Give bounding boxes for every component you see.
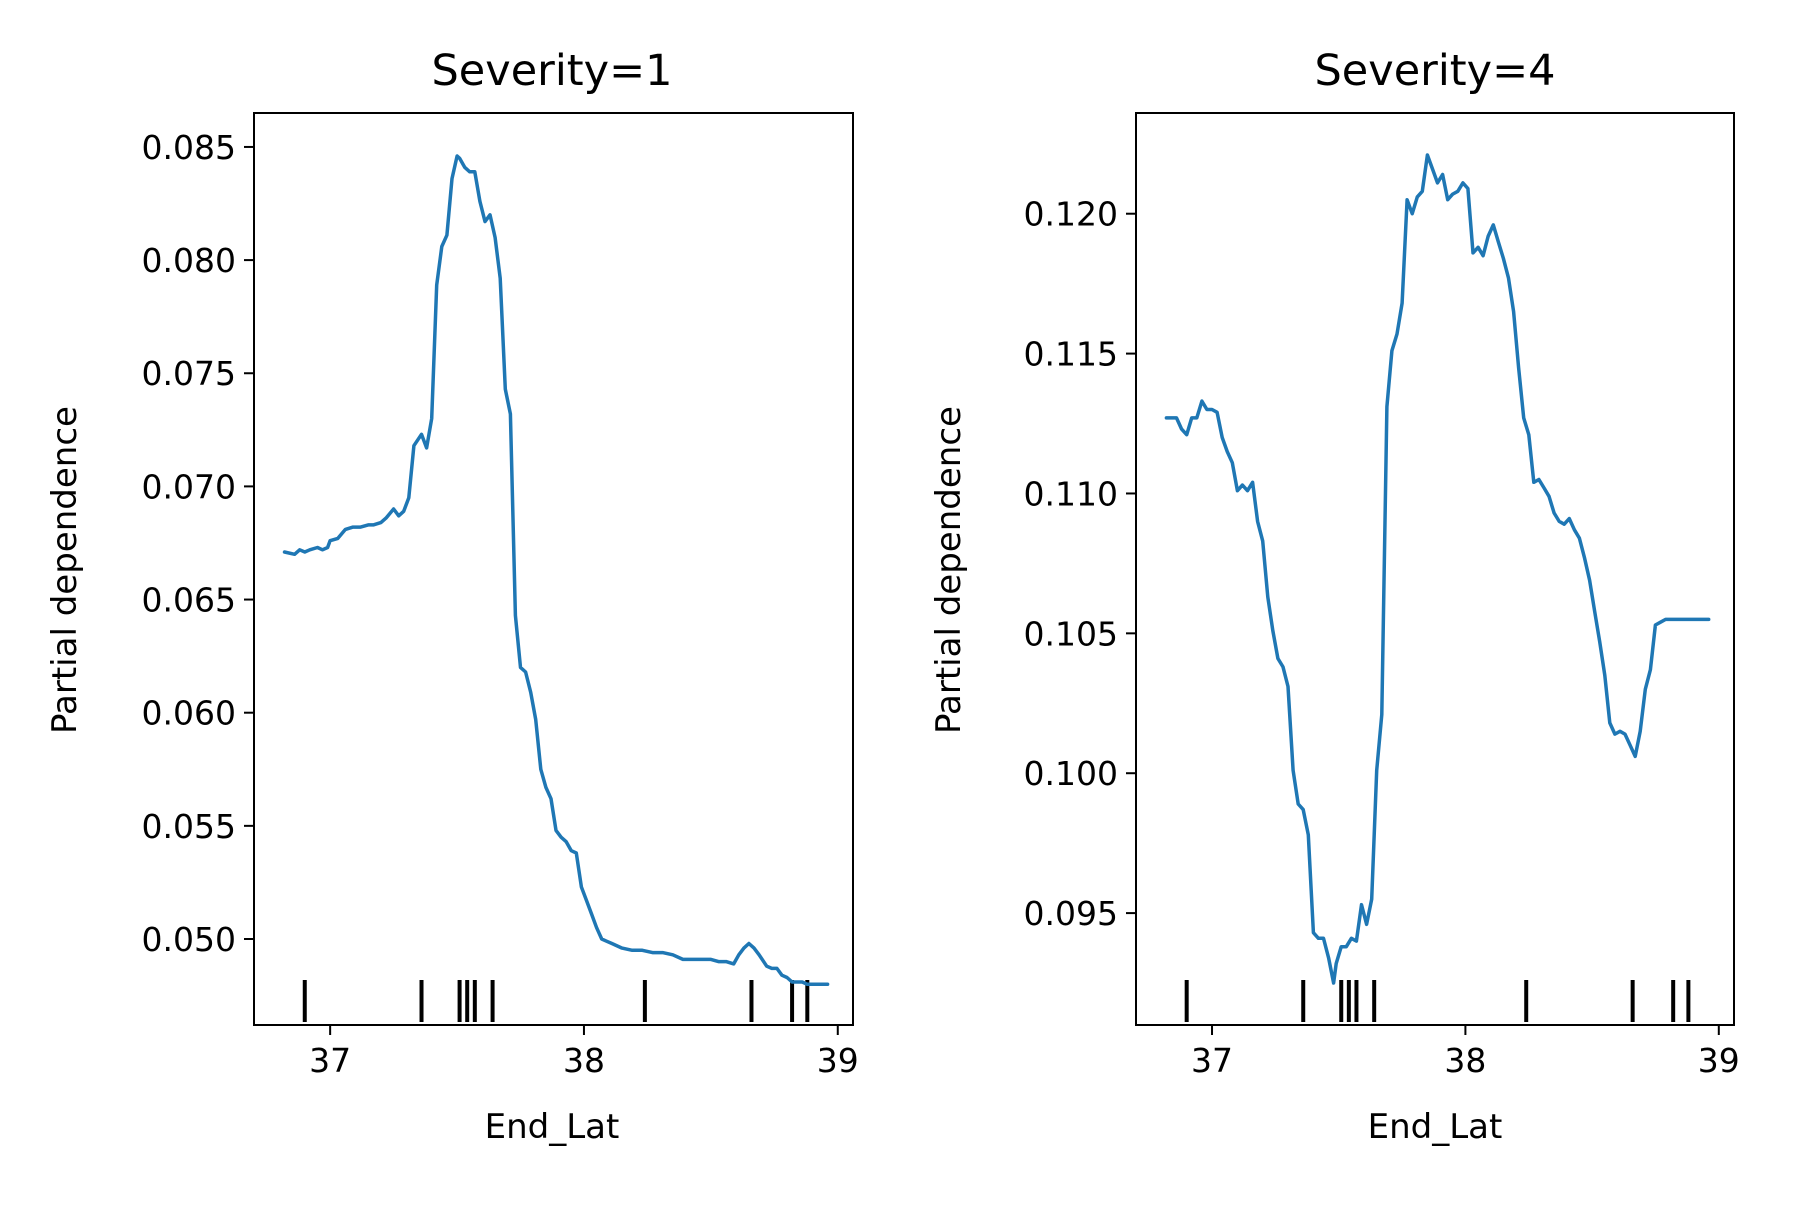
x-tick-label: 37 xyxy=(1191,1041,1233,1080)
y-tick-label: 0.095 xyxy=(1024,894,1118,933)
panel-severity-4: Severity=4 End_Lat Partial dependence 37… xyxy=(929,46,1740,1147)
x-tick-label: 38 xyxy=(1444,1041,1486,1080)
y-tick-label: 0.105 xyxy=(1024,614,1118,653)
x-axis-label: End_Lat xyxy=(485,1107,620,1147)
x-axis-label: End_Lat xyxy=(1368,1107,1503,1147)
y-tick-label: 0.110 xyxy=(1024,474,1118,513)
y-tick-label: 0.115 xyxy=(1024,335,1118,374)
panel-severity-1: Severity=1 End_Lat Partial dependence 37… xyxy=(45,46,859,1147)
panel-title: Severity=4 xyxy=(1315,46,1556,96)
y-tick-label: 0.055 xyxy=(142,807,236,846)
y-tick-label: 0.075 xyxy=(142,354,236,393)
y-tick-label: 0.100 xyxy=(1024,754,1118,793)
y-axis-label: Partial dependence xyxy=(45,406,85,734)
y-tick-label: 0.065 xyxy=(142,581,236,620)
y-tick-label: 0.120 xyxy=(1024,195,1118,234)
y-tick-label: 0.085 xyxy=(142,128,236,167)
panel-title: Severity=1 xyxy=(432,46,673,96)
y-tick-label: 0.050 xyxy=(142,920,236,959)
y-tick-label: 0.060 xyxy=(142,694,236,733)
partial-dependence-line xyxy=(282,154,830,987)
axes-frame xyxy=(1135,112,1735,1026)
partial-dependence-line xyxy=(1164,153,1711,985)
y-tick-label: 0.080 xyxy=(142,241,236,280)
axes-frame xyxy=(253,112,854,1026)
x-tick-label: 39 xyxy=(817,1041,859,1080)
x-tick-label: 37 xyxy=(309,1041,351,1080)
x-tick-label: 38 xyxy=(563,1041,605,1080)
y-tick-label: 0.070 xyxy=(142,467,236,506)
y-axis-label: Partial dependence xyxy=(929,406,969,734)
x-tick-label: 39 xyxy=(1698,1041,1740,1080)
